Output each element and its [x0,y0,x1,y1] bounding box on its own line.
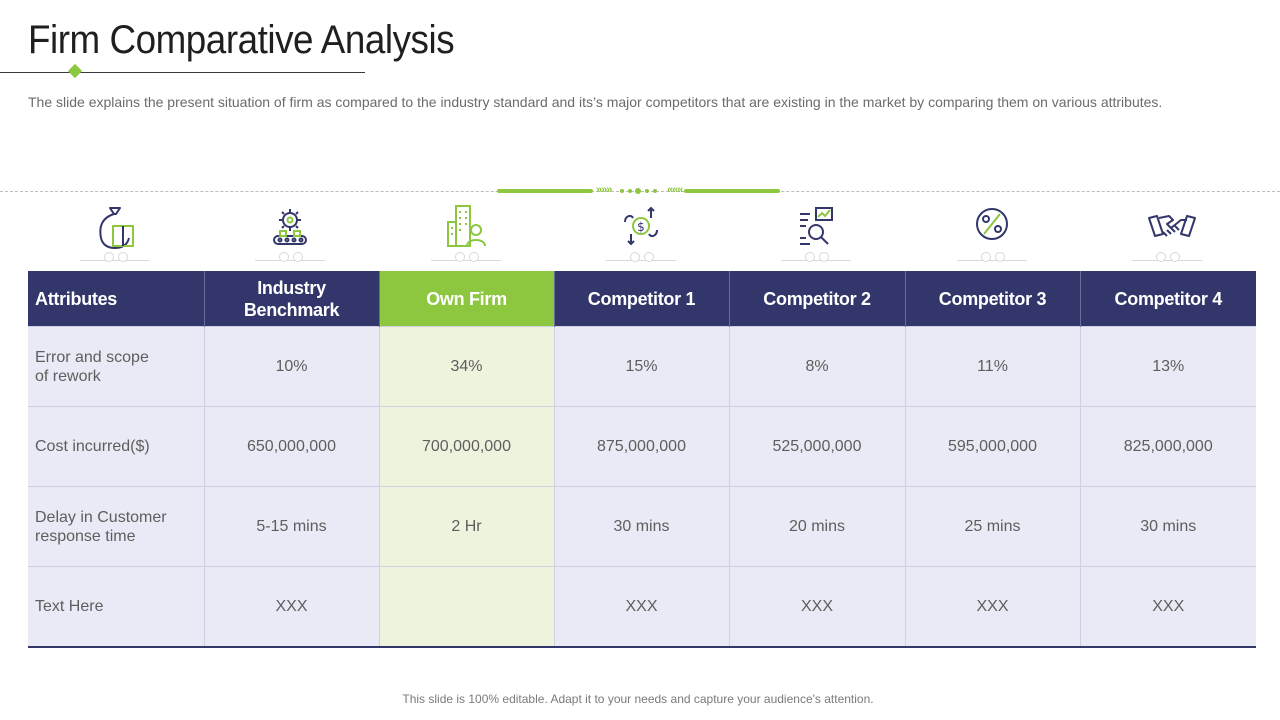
table-row: Cost incurred($) 650,000,000 700,000,000… [28,406,1256,487]
table-row: Error and scope of rework 10% 34% 15% 8%… [28,326,1256,407]
table-cell: XXX [203,566,379,648]
table-cell: 650,000,000 [203,406,379,487]
divider-arrows-left: »»» [596,184,612,196]
table-cell: 15% [553,326,729,407]
svg-text:$: $ [637,220,645,234]
table-cell: 13% [1079,326,1256,407]
dollar-exchange-icon: $ [624,206,658,246]
title-underline [0,72,365,73]
header-competitor-4: Competitor 4 [1079,271,1256,327]
percent-tag-icon [976,208,1008,240]
icon-pedestal [606,252,676,262]
comparison-table: Attributes Industry Benchmark Own Firm C… [28,271,1256,648]
analytics-magnifier-icon [800,207,833,245]
competitor-3-column-icon [905,200,1080,264]
row-label: Cost incurred($) [28,406,204,487]
table-row: Text Here XXX XXX XXX XXX XXX [28,566,1256,648]
divider-arrows-right: ««« [667,184,683,196]
divider-dot [653,189,657,193]
footer-note: This slide is 100% editable. Adapt it to… [402,692,874,706]
header-industry-benchmark: Industry Benchmark [203,271,379,327]
building-businessman-icon [447,205,486,247]
table-cell: XXX [904,566,1080,648]
icon-row: $ [28,200,1255,264]
header-competitor-1: Competitor 1 [553,271,729,327]
page-title: Firm Comparative Analysis [28,18,455,62]
table-cell: 25 mins [904,486,1080,567]
own-firm-column-icon [379,200,554,264]
icon-pedestal [80,252,150,262]
table-cell: XXX [1079,566,1256,648]
table-row: Delay in Customer response time 5-15 min… [28,486,1256,567]
icon-pedestal [957,252,1027,262]
handshake-icon [1148,215,1196,237]
icon-pedestal [781,252,851,262]
table-cell: 5-15 mins [203,486,379,567]
competitor-2-column-icon [729,200,904,264]
table-cell: XXX [553,566,729,648]
icon-pedestal [255,252,325,262]
row-label: Error and scope of rework [28,326,204,407]
table-cell: 20 mins [728,486,905,567]
divider-dot [645,189,649,193]
benchmark-column-icon [203,200,378,264]
table-cell: 525,000,000 [728,406,905,487]
divider-accent-right [684,189,780,193]
table-cell-own-firm: 2 Hr [378,486,554,567]
money-bag-icon [99,207,134,249]
divider-accent-left [497,189,593,193]
icon-pedestal [431,252,501,262]
table-cell: 825,000,000 [1079,406,1256,487]
table-cell: 8% [728,326,905,407]
icon-pedestal [1132,252,1202,262]
table-cell: XXX [728,566,905,648]
row-label: Text Here [28,566,204,648]
table-cell: 11% [904,326,1080,407]
header-competitor-2: Competitor 2 [728,271,905,327]
table-cell: 30 mins [553,486,729,567]
attributes-column-icon [28,200,203,264]
header-attributes: Attributes [28,271,204,327]
table-cell: 30 mins [1079,486,1256,567]
page-subtitle: The slide explains the present situation… [28,94,1163,110]
table-cell: 875,000,000 [553,406,729,487]
gear-conveyor-icon [273,209,307,245]
title-diamond-marker [67,63,83,79]
divider-dot [635,188,641,194]
table-cell: 595,000,000 [904,406,1080,487]
table-cell-own-firm: 700,000,000 [378,406,554,487]
table-header-row: Attributes Industry Benchmark Own Firm C… [28,271,1256,327]
table-cell-own-firm [378,566,554,648]
competitor-4-column-icon [1080,200,1255,264]
table-cell-own-firm: 34% [378,326,554,407]
table-cell: 10% [203,326,379,407]
row-label: Delay in Customer response time [28,486,204,567]
divider-dot [620,189,624,193]
divider-dot [628,189,632,193]
header-competitor-3: Competitor 3 [904,271,1080,327]
header-own-firm: Own Firm [378,271,554,327]
competitor-1-column-icon: $ [554,200,729,264]
